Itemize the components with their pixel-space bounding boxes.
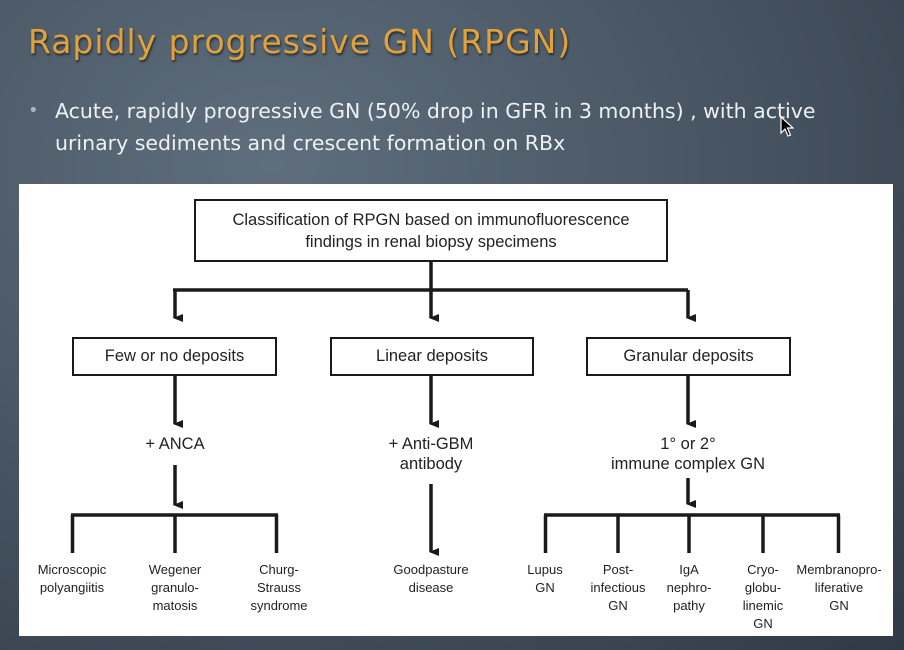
anca-marker: + ANCA bbox=[145, 434, 204, 454]
disease-lupus-gn: Lupus GN bbox=[527, 561, 562, 597]
anti-gbm-line-2: antibody bbox=[399, 455, 463, 473]
linear-deposits-box: Linear deposits bbox=[330, 337, 534, 376]
disease-line: Post- bbox=[602, 562, 634, 577]
linear-deposits-label: Linear deposits bbox=[376, 347, 488, 365]
disease-line: GN bbox=[753, 616, 773, 631]
disease-line: disease bbox=[408, 580, 454, 595]
disease-line: Cryo- bbox=[747, 562, 779, 577]
disease-line: GN bbox=[535, 580, 555, 595]
immune-complex-line-1: 1° or 2° bbox=[660, 435, 716, 453]
disease-line: Strauss bbox=[256, 580, 302, 595]
disease-line: matosis bbox=[152, 598, 198, 613]
granular-deposits-label: Granular deposits bbox=[623, 347, 754, 365]
few-deposits-box: Few or no deposits bbox=[72, 337, 277, 376]
connector-lines bbox=[70, 262, 841, 556]
disease-line: liferative bbox=[814, 580, 864, 595]
disease-line: Goodpasture bbox=[393, 562, 469, 577]
disease-post-infectious-gn: Post- infectious GN bbox=[591, 561, 646, 615]
bullet-dot-icon: • bbox=[28, 100, 39, 121]
disease-churg-strauss-syndrome: Churg- Strauss syndrome bbox=[250, 561, 307, 615]
immune-complex-marker: 1° or 2° immune complex GN bbox=[611, 434, 765, 474]
disease-microscopic-polyangiitis: Microscopic polyangiitis bbox=[38, 561, 107, 597]
disease-line: syndrome bbox=[250, 598, 308, 613]
anti-gbm-marker: + Anti-GBM antibody bbox=[389, 434, 474, 474]
disease-line: Membranopro- bbox=[796, 562, 882, 577]
anti-gbm-line-1: + Anti-GBM bbox=[388, 435, 474, 453]
disease-line: granulo- bbox=[151, 580, 199, 595]
disease-iga-nephropathy: IgA nephro- pathy bbox=[667, 561, 712, 615]
disease-line: GN bbox=[608, 598, 628, 613]
disease-cryoglobulinemic-gn: Cryo- globu- linemic GN bbox=[743, 561, 783, 633]
classification-diagram: Classification of RPGN based on immunofl… bbox=[19, 184, 893, 636]
disease-line: pathy bbox=[673, 598, 705, 613]
disease-wegener-granulomatosis: Wegener granulo- matosis bbox=[149, 561, 202, 615]
immune-complex-line-2: immune complex GN bbox=[610, 455, 766, 473]
slide-title: Rapidly progressive GN (RPGN) bbox=[28, 22, 572, 61]
disease-line: Microscopic bbox=[37, 562, 107, 577]
disease-line: Churg- bbox=[259, 562, 299, 577]
disease-membranoproliferative-gn: Membranopro- liferative GN bbox=[796, 561, 881, 615]
bullet-point: • Acute, rapidly progressive GN (50% dro… bbox=[28, 95, 888, 159]
root-line-1: Classification of RPGN based on immunofl… bbox=[232, 210, 630, 229]
anca-marker-line: + ANCA bbox=[145, 435, 205, 453]
disease-line: Wegener bbox=[148, 562, 202, 577]
root-box: Classification of RPGN based on immunofl… bbox=[194, 199, 668, 262]
bullet-text: Acute, rapidly progressive GN (50% drop … bbox=[55, 99, 816, 155]
disease-line: GN bbox=[829, 598, 849, 613]
disease-line: Lupus bbox=[527, 562, 563, 577]
disease-line: nephro- bbox=[666, 580, 712, 595]
granular-deposits-box: Granular deposits bbox=[586, 337, 791, 376]
disease-goodpasture: Goodpasture disease bbox=[393, 561, 468, 597]
few-deposits-label: Few or no deposits bbox=[104, 347, 245, 365]
disease-line: globu- bbox=[744, 580, 782, 595]
disease-line: linemic bbox=[742, 598, 784, 613]
disease-line: infectious bbox=[590, 580, 646, 595]
root-line-2: findings in renal biopsy specimens bbox=[305, 232, 557, 251]
disease-line: polyangiitis bbox=[39, 580, 105, 595]
mouse-pointer-icon bbox=[780, 116, 794, 137]
disease-line: IgA bbox=[679, 562, 699, 577]
